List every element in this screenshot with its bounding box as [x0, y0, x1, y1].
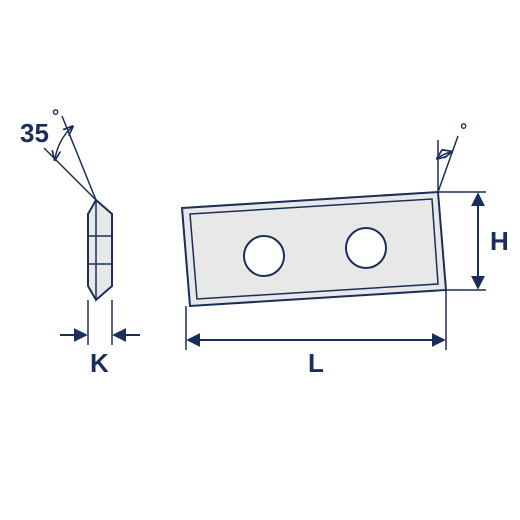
label-H: H — [490, 226, 509, 256]
svg-text:35: 35 — [20, 118, 49, 148]
hole-1 — [244, 236, 284, 276]
angle-35-deg: ° — [52, 106, 59, 126]
label-L: L — [308, 348, 324, 378]
corner-angle-callout: ° — [438, 120, 467, 192]
angle-35-callout: 35 ° — [20, 106, 96, 200]
side-view: 35 ° K — [20, 106, 140, 378]
angle-35-value: 35 — [20, 118, 49, 148]
dim-K: K — [60, 300, 140, 378]
hole-2 — [346, 228, 386, 268]
dim-H: H — [438, 192, 509, 290]
label-K: K — [90, 348, 109, 378]
insert-body — [182, 192, 446, 306]
front-view: L H ° — [182, 120, 509, 378]
side-profile — [88, 200, 112, 300]
corner-angle-deg: ° — [460, 120, 467, 140]
